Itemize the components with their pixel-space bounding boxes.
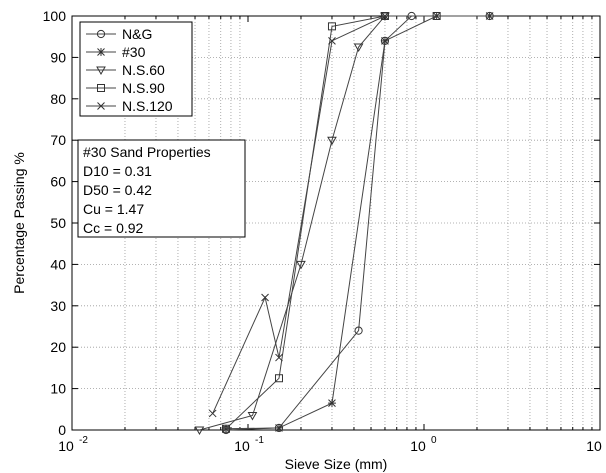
data-point <box>353 43 364 53</box>
properties-title: #30 Sand Properties <box>83 144 211 160</box>
legend-label: N&G <box>122 26 152 42</box>
data-point <box>432 12 441 20</box>
data-point <box>327 399 336 408</box>
series-3 <box>194 12 390 436</box>
legend: N&G #30 N.S.60 N.S.90 N.S.120 <box>79 21 193 117</box>
x-tick-label-exponent: 0 <box>431 435 437 446</box>
data-point <box>380 12 389 20</box>
data-point <box>327 22 336 31</box>
y-tick-label: 60 <box>50 174 66 190</box>
y-tick-label: 100 <box>43 8 67 24</box>
legend-label: #30 <box>122 44 146 60</box>
series-line <box>199 15 386 431</box>
legend-marker <box>96 66 106 76</box>
property-d10: D10 = 0.31 <box>83 163 152 179</box>
series-line <box>225 15 490 430</box>
data-point <box>222 424 231 433</box>
properties-box: #30 Sand Properties D10 = 0.31 D50 = 0.4… <box>77 139 246 238</box>
y-tick-label: 30 <box>50 298 66 314</box>
data-point <box>485 12 494 20</box>
series-group <box>194 11 494 436</box>
y-tick-label: 50 <box>50 215 66 231</box>
legend-label: N.S.120 <box>122 98 173 114</box>
properties-box-frame <box>77 139 246 238</box>
data-point <box>327 136 337 146</box>
x-tick-label: 10 <box>410 438 426 454</box>
property-d50: D50 = 0.42 <box>83 182 152 198</box>
x-tick-label-exponent: -2 <box>79 435 88 446</box>
data-point <box>274 374 283 383</box>
data-point <box>261 293 269 302</box>
data-point <box>354 326 363 335</box>
series-4 <box>222 12 441 433</box>
data-point <box>247 412 258 421</box>
y-tick-label: 70 <box>50 132 66 148</box>
data-point <box>328 36 336 45</box>
legend-marker <box>97 84 105 92</box>
property-cu: Cu = 1.47 <box>83 201 144 217</box>
legend-marker <box>97 48 105 56</box>
y-tick-label: 20 <box>50 339 66 355</box>
data-point <box>296 260 306 270</box>
series-line <box>225 15 437 430</box>
data-point <box>208 409 217 418</box>
data-point <box>381 12 389 20</box>
y-tick-label: 10 <box>50 381 66 397</box>
legend-label: N.S.90 <box>122 80 165 96</box>
legend-marker <box>97 102 105 110</box>
data-point <box>275 353 283 362</box>
series-5 <box>208 12 389 418</box>
x-tick-label: 10 <box>586 438 602 454</box>
y-tick-label: 0 <box>58 422 66 438</box>
legend-label: N.S.60 <box>122 62 165 78</box>
x-tick-label: 10 <box>58 438 74 454</box>
y-tick-label: 40 <box>50 256 66 272</box>
y-tick-label: 80 <box>50 91 66 107</box>
series-2 <box>222 12 494 433</box>
y-axis-label: Percentage Passing % <box>11 152 27 294</box>
legend-marker <box>96 29 106 39</box>
data-point <box>194 426 205 436</box>
x-tick-label-exponent: -1 <box>255 435 264 446</box>
data-point <box>274 423 283 432</box>
x-axis-label: Sieve Size (mm) <box>285 456 388 472</box>
data-point <box>380 36 389 45</box>
x-tick-label: 10 <box>234 438 250 454</box>
property-cc: Cc = 0.92 <box>83 220 144 236</box>
y-tick-label: 90 <box>50 49 66 65</box>
